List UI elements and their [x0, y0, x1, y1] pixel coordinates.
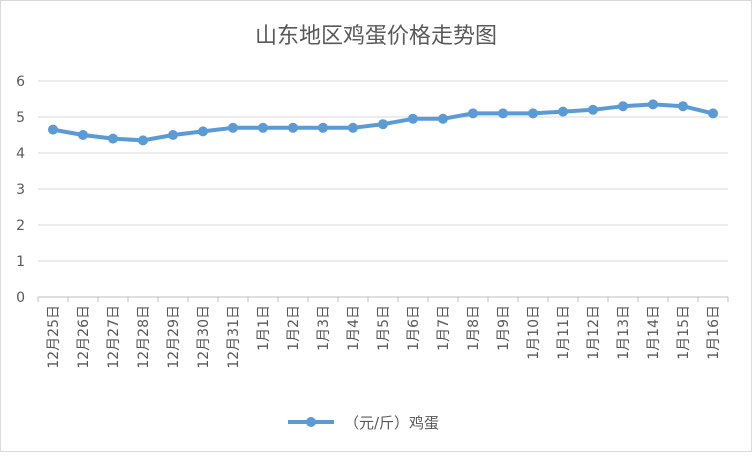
data-point [648, 99, 658, 110]
x-tick-label: 12月30日 [196, 305, 212, 369]
chart-title: 山东地区鸡蛋价格走势图 [255, 24, 497, 49]
x-tick-label: 12月28日 [136, 305, 152, 369]
data-point [498, 108, 508, 119]
data-point [168, 130, 178, 140]
x-tick-label: 1月5日 [376, 305, 392, 351]
data-point [138, 135, 148, 146]
x-tick-label: 12月27日 [106, 305, 122, 369]
x-tick-label: 1月16日 [706, 305, 722, 360]
data-point [438, 113, 448, 124]
data-point [48, 124, 58, 135]
x-tick-label: 1月11日 [556, 305, 572, 360]
data-point [378, 119, 388, 130]
data-point [78, 130, 88, 140]
data-point [318, 122, 328, 133]
x-tick-label: 1月7日 [436, 305, 452, 351]
x-tick-label: 1月1日 [256, 305, 272, 351]
data-point [528, 108, 538, 119]
data-point [288, 122, 298, 133]
y-axis-ticks: 0 1 2 3 4 5 6 [16, 74, 25, 306]
x-tick-label: 1月12日 [586, 305, 602, 360]
x-tick-label: 1月3日 [316, 305, 332, 351]
x-tick-label: 12月26日 [76, 305, 92, 369]
data-point [678, 101, 688, 112]
x-tick-label: 1月4日 [346, 305, 362, 351]
x-tick-label: 12月25日 [46, 305, 62, 369]
x-tick-label: 12月29日 [166, 305, 182, 369]
data-point [408, 113, 418, 124]
data-point [258, 122, 268, 133]
legend[interactable]: （元/斤）鸡蛋 [288, 414, 439, 432]
x-axis-ticks: 12月25日 12月26日 12月27日 12月28日 12月29日 12月30日 12月3… [37, 297, 729, 369]
data-point [618, 101, 628, 112]
y-tick-label: 4 [16, 146, 25, 162]
x-tick-label: 1月14日 [646, 305, 662, 360]
x-tick-label: 1月13日 [616, 305, 632, 360]
data-point [558, 106, 568, 117]
data-point [468, 108, 478, 119]
y-tick-label: 3 [16, 182, 25, 198]
y-tick-label: 2 [16, 218, 25, 234]
data-point [108, 133, 118, 144]
x-tick-label: 1月8日 [466, 305, 482, 351]
legend-label: （元/斤）鸡蛋 [344, 414, 439, 432]
data-point [588, 104, 598, 115]
x-tick-label: 1月2日 [286, 305, 302, 351]
x-tick-label: 1月10日 [526, 305, 542, 360]
data-point [708, 108, 718, 119]
data-point [228, 122, 238, 133]
y-tick-label: 1 [16, 254, 25, 270]
y-tick-label: 5 [16, 110, 25, 126]
data-point [198, 126, 208, 137]
x-tick-label: 1月9日 [496, 305, 512, 351]
x-tick-label: 1月15日 [676, 305, 692, 360]
legend-marker [306, 417, 316, 427]
gridlines [38, 80, 728, 298]
x-tick-label: 1月6日 [406, 305, 422, 351]
y-tick-label: 6 [16, 74, 25, 90]
data-point [348, 122, 358, 133]
x-tick-label: 12月31日 [226, 305, 242, 369]
series-group [48, 99, 718, 146]
y-tick-label: 0 [16, 290, 25, 306]
